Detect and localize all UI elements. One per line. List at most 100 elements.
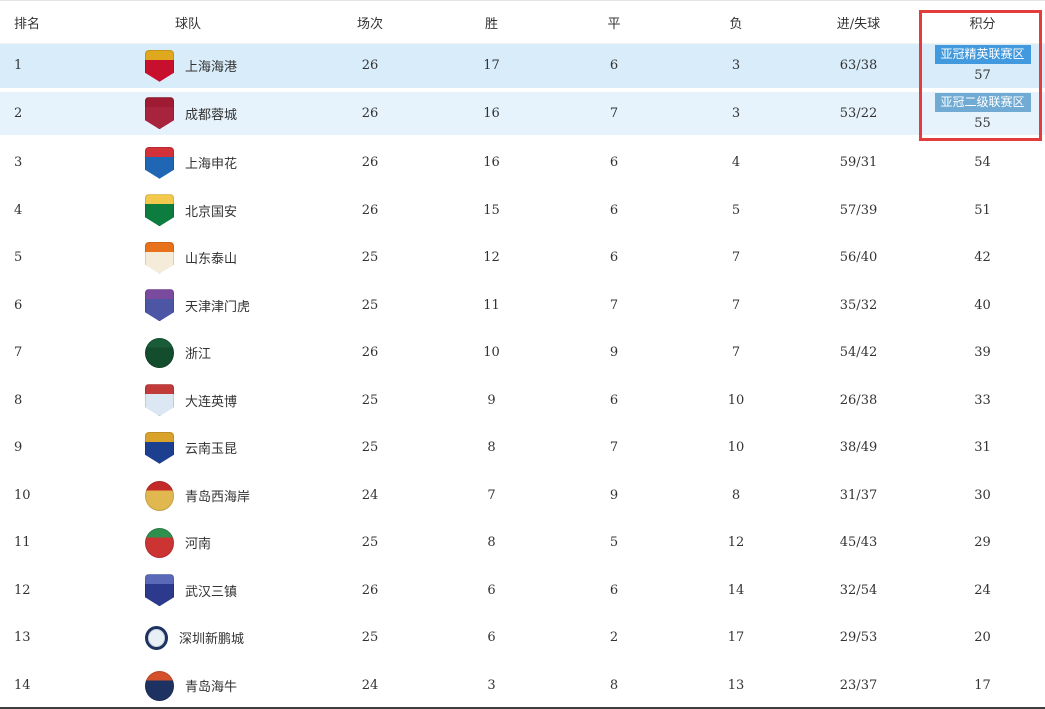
- team-crest-icon: [145, 241, 174, 274]
- table-row[interactable]: 7 浙江 26 10 9 7 54/42 39: [0, 329, 1045, 377]
- played-cell: 25: [361, 535, 379, 551]
- draw-cell: 6: [609, 582, 619, 598]
- loss-cell: 13: [727, 677, 745, 693]
- team-name[interactable]: 深圳新鹏城: [179, 632, 245, 648]
- table-row[interactable]: 10 青岛西海岸 24 7 9 8 31/37 30: [0, 472, 1045, 520]
- team-crest-icon: [145, 670, 174, 701]
- team-crest-icon: [145, 194, 174, 227]
- loss-cell: 8: [731, 487, 741, 503]
- goals-cell: 57/39: [839, 202, 878, 218]
- points-value: 40: [974, 297, 991, 313]
- team-name[interactable]: 浙江: [185, 347, 212, 363]
- points-value: 29: [974, 535, 991, 551]
- points-cell: 42: [920, 234, 1045, 282]
- table-row[interactable]: 6 天津津门虎 25 11 7 7 35/32 40: [0, 282, 1045, 330]
- team-crest-icon: [145, 49, 174, 82]
- team-name[interactable]: 上海申花: [185, 157, 238, 173]
- win-cell: 3: [487, 677, 496, 693]
- points-value: 30: [974, 487, 991, 503]
- team-name[interactable]: 青岛西海岸: [185, 489, 251, 505]
- column-header-goals: 进/失球: [836, 16, 881, 32]
- team-name[interactable]: 青岛海牛: [185, 679, 238, 695]
- loss-cell: 3: [731, 105, 741, 121]
- win-cell: 9: [487, 392, 496, 408]
- goals-cell: 56/40: [839, 250, 878, 266]
- table-row[interactable]: 4 北京国安 26 15 6 5 57/39 51: [0, 187, 1045, 235]
- team-name[interactable]: 成都蓉城: [185, 107, 238, 123]
- goals-cell: 26/38: [839, 392, 878, 408]
- points-value: 39: [974, 345, 991, 361]
- team-cell: 武汉三镇: [130, 567, 310, 615]
- team-cell: 成都蓉城: [130, 92, 310, 136]
- goals-cell: 54/42: [839, 345, 878, 361]
- table-row[interactable]: 13 深圳新鹏城 25 6 2 17 29/53 20: [0, 614, 1045, 662]
- played-cell: 26: [361, 58, 379, 74]
- loss-cell: 17: [727, 630, 745, 646]
- draw-cell: 7: [609, 105, 619, 121]
- team-name[interactable]: 上海海港: [185, 60, 238, 76]
- table-row[interactable]: 12 武汉三镇 26 6 6 14 32/54 24: [0, 567, 1045, 615]
- points-value: 55: [974, 115, 991, 131]
- rank-cell: 6: [14, 297, 23, 313]
- team-crest-icon: [145, 289, 174, 322]
- points-cell: 20: [920, 614, 1045, 662]
- table-row[interactable]: 8 大连英博 25 9 6 10 26/38 33: [0, 377, 1045, 425]
- table-row[interactable]: 11 河南 25 8 5 12 45/43 29: [0, 519, 1045, 567]
- rank-cell: 14: [14, 677, 31, 693]
- column-header-win: 胜: [484, 16, 498, 32]
- played-cell: 26: [361, 155, 379, 171]
- team-cell: 浙江: [130, 329, 310, 377]
- team-name[interactable]: 北京国安: [185, 204, 238, 220]
- team-name[interactable]: 天津津门虎: [185, 299, 251, 315]
- win-cell: 16: [483, 105, 500, 121]
- draw-cell: 8: [609, 677, 619, 693]
- points-value: 24: [974, 582, 991, 598]
- played-cell: 26: [361, 105, 379, 121]
- team-name[interactable]: 云南玉昆: [185, 442, 238, 458]
- table-row[interactable]: 9 云南玉昆 25 8 7 10 38/49 31: [0, 424, 1045, 472]
- draw-cell: 6: [609, 155, 619, 171]
- draw-cell: 7: [609, 297, 619, 313]
- table-header-row: 排名 球队 场次 胜 平 负 进/失球 积分: [0, 1, 1045, 44]
- table-row[interactable]: 3 上海申花 26 16 6 4 59/31 54: [0, 139, 1045, 187]
- loss-cell: 4: [731, 155, 741, 171]
- points-cell: 54: [920, 139, 1045, 187]
- points-cell: 17: [920, 662, 1045, 709]
- goals-cell: 35/32: [839, 297, 878, 313]
- loss-cell: 14: [727, 582, 745, 598]
- team-cell: 河南: [130, 519, 310, 567]
- goals-cell: 45/43: [839, 535, 878, 551]
- team-crest-icon: [145, 384, 174, 417]
- win-cell: 11: [483, 297, 500, 313]
- team-name[interactable]: 山东泰山: [185, 252, 238, 268]
- team-crest-icon: [145, 431, 174, 464]
- rank-cell: 10: [14, 487, 31, 503]
- team-name[interactable]: 武汉三镇: [185, 584, 238, 600]
- played-cell: 26: [361, 582, 379, 598]
- rank-cell: 8: [14, 392, 23, 408]
- team-name[interactable]: 大连英博: [185, 394, 238, 410]
- table-row[interactable]: 14 青岛海牛 24 3 8 13 23/37 17: [0, 662, 1045, 709]
- standings-body: 1 上海海港 26 17 6 3 63/38 亚冠精英联赛区 57 2 成都蓉城…: [0, 44, 1045, 709]
- win-cell: 16: [483, 155, 500, 171]
- afc-zone-badge: 亚冠精英联赛区: [934, 45, 1031, 65]
- column-header-loss: 负: [729, 16, 743, 32]
- table-row[interactable]: 1 上海海港 26 17 6 3 63/38 亚冠精英联赛区 57: [0, 44, 1045, 92]
- team-cell: 上海海港: [130, 44, 310, 88]
- rank-cell: 3: [14, 155, 23, 171]
- table-row[interactable]: 2 成都蓉城 26 16 7 3 53/22 亚冠二级联赛区 55: [0, 91, 1045, 139]
- page-bottom-divider: [0, 707, 1045, 709]
- win-cell: 6: [487, 630, 496, 646]
- team-name[interactable]: 河南: [185, 537, 212, 553]
- loss-cell: 3: [731, 58, 741, 74]
- table-row[interactable]: 5 山东泰山 25 12 6 7 56/40 42: [0, 234, 1045, 282]
- draw-cell: 6: [609, 58, 619, 74]
- points-cell: 51: [920, 187, 1045, 235]
- loss-cell: 5: [731, 202, 741, 218]
- team-cell: 青岛西海岸: [130, 472, 310, 520]
- goals-cell: 29/53: [839, 630, 878, 646]
- team-cell: 深圳新鹏城: [130, 614, 310, 662]
- points-cell: 39: [920, 329, 1045, 377]
- played-cell: 25: [361, 440, 379, 456]
- goals-cell: 53/22: [839, 105, 878, 121]
